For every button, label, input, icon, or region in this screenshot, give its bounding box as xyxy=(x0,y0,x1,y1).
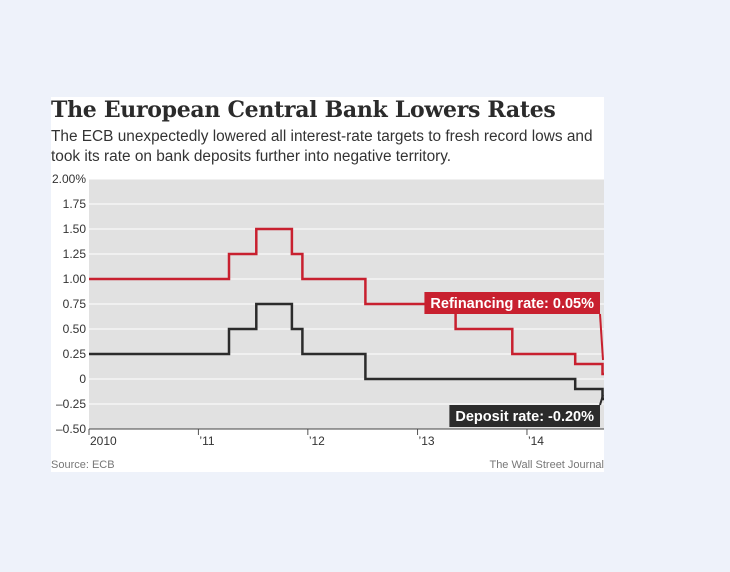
y-tick-label: 0 xyxy=(79,372,86,386)
y-tick-label: –0.25 xyxy=(56,397,86,411)
y-tick-label: 0.25 xyxy=(63,347,87,361)
x-tick-label: ’13 xyxy=(419,434,435,448)
x-axis-ticks: 2010 ’11 ’12 ’13 ’14 xyxy=(88,428,604,448)
series-labels: Refinancing rate: 0.05% Deposit rate: -0.… xyxy=(424,292,604,427)
series-label-leader xyxy=(599,394,604,406)
x-tick-label: ’11 xyxy=(199,434,214,448)
series-line-deposit-rate xyxy=(89,302,604,401)
line-chart: 2.00% 1.75 1.50 1.25 1.00 0.75 0.50 0.25 0 –0.25 –… xyxy=(51,172,604,471)
y-tick-label: 1.50 xyxy=(63,222,87,236)
series-label-text: Deposit rate: -0.20% xyxy=(455,409,594,425)
y-axis-ticks: 2.00% 1.75 1.50 1.25 1.00 0.75 0.50 0.25 0 –0.25 –… xyxy=(52,172,86,436)
publisher-credit: The Wall Street Journal xyxy=(489,459,604,471)
series-label-box xyxy=(424,292,600,314)
series-label-refinancing-rate: Refinancing rate: 0.05% xyxy=(424,292,604,361)
x-tick-label: ’12 xyxy=(309,434,325,448)
y-tick-label: 0.75 xyxy=(63,297,87,311)
chart-subtitle: The ECB unexpectedly lowered all interes… xyxy=(51,128,593,165)
y-tick-label: 2.00% xyxy=(52,172,86,186)
x-tick-label: ’14 xyxy=(528,434,544,448)
chart-card: The European Central Bank Lowers Rates T… xyxy=(51,97,604,472)
y-tick-label: 1.25 xyxy=(63,247,87,261)
series-label-text: Refinancing rate: 0.05% xyxy=(430,296,594,312)
series-label-deposit-rate: Deposit rate: -0.20% xyxy=(449,394,604,427)
series-label-leader xyxy=(599,313,604,361)
source-note: Source: ECB xyxy=(51,459,115,471)
y-tick-label: 0.50 xyxy=(63,322,87,336)
series-layer xyxy=(89,227,604,401)
y-tick-label: 1.75 xyxy=(63,197,87,211)
y-tick-label: 1.00 xyxy=(63,272,87,286)
chart-title: The European Central Bank Lowers Rates xyxy=(51,97,556,123)
y-tick-label: –0.50 xyxy=(56,422,86,436)
series-line-refinancing-rate xyxy=(89,227,604,376)
x-tick-label: 2010 xyxy=(90,434,117,448)
series-label-box xyxy=(449,405,600,427)
